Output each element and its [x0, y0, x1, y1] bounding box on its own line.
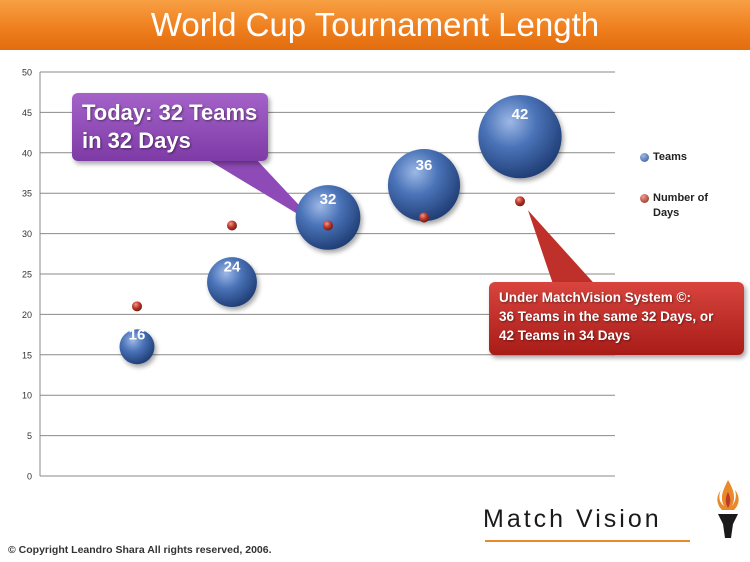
matchvision-callout-line3: 42 Teams in 34 Days — [499, 328, 631, 343]
y-tick-label: 0 — [27, 472, 32, 482]
teams-bubble-label: 36 — [416, 157, 433, 174]
y-tick-label: 20 — [22, 310, 32, 320]
days-point — [132, 301, 142, 312]
y-tick-label: 25 — [22, 270, 32, 280]
legend-label-days: Number of Days — [653, 192, 708, 219]
matchvision-callout-line2: 36 Teams in the same 32 Days, or — [499, 309, 714, 324]
days-swatch-icon — [640, 194, 649, 203]
legend-item-days: Number of Days — [640, 191, 715, 221]
logo-text: Match Vision — [483, 505, 662, 533]
teams-bubble-label: 16 — [129, 326, 146, 343]
days-point — [419, 212, 429, 223]
today-callout: Today: 32 Teams in 32 Days — [72, 93, 268, 161]
teams-bubble — [478, 94, 562, 179]
matchvision-logo: Match Vision — [480, 478, 750, 548]
bubble-chart: 0 5 10 15 20 25 30 35 40 45 50 16 24 32 36 42 — [22, 68, 615, 482]
slide-title: World Cup Tournament Length — [0, 0, 750, 50]
teams-bubble — [119, 329, 155, 365]
teams-bubble — [295, 185, 361, 250]
y-tick-label: 30 — [22, 229, 32, 239]
legend-label-teams: Teams — [653, 151, 688, 163]
chart-legend: Teams Number of Days — [640, 150, 715, 247]
matchvision-callout: Under MatchVision System ©: 36 Teams in … — [489, 282, 744, 355]
y-tick-label: 15 — [22, 350, 32, 360]
today-callout-text: Today: 32 Teams in 32 Days — [82, 100, 258, 153]
matchvision-callout-pointer — [528, 210, 600, 290]
y-tick-label: 40 — [22, 148, 32, 158]
teams-bubble — [207, 257, 257, 307]
teams-bubble-label: 32 — [320, 191, 337, 208]
teams-bubble-label: 24 — [224, 259, 241, 276]
callout-pointers — [205, 158, 600, 290]
torch-icon — [717, 480, 739, 538]
y-axis: 0 5 10 15 20 25 30 35 40 45 50 — [22, 68, 41, 482]
legend-item-teams: Teams — [640, 150, 715, 165]
y-tick-label: 45 — [22, 108, 32, 118]
teams-bubble — [387, 149, 461, 222]
matchvision-callout-line1: Under MatchVision System ©: — [499, 290, 691, 305]
today-callout-pointer — [205, 158, 320, 228]
days-point — [515, 196, 525, 207]
logo-underline — [485, 540, 690, 542]
teams-bubble-label: 42 — [512, 106, 529, 123]
days-point — [323, 220, 333, 231]
y-tick-label: 5 — [27, 431, 32, 441]
teams-series: 16 24 32 36 42 — [119, 94, 562, 365]
y-tick-label: 10 — [22, 391, 32, 401]
teams-swatch-icon — [640, 153, 649, 162]
y-tick-label: 35 — [22, 189, 32, 199]
copyright-notice: © Copyright Leandro Shara All rights res… — [8, 544, 272, 556]
days-point — [227, 220, 237, 231]
y-tick-label: 50 — [22, 68, 32, 78]
